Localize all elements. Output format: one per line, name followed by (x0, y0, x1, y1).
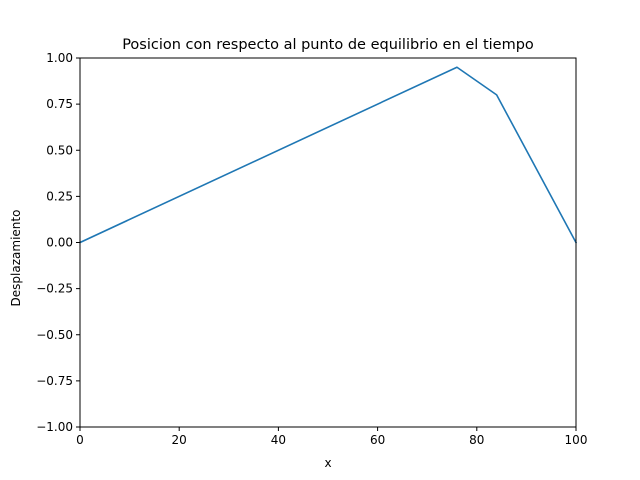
y-tick-label: −1.00 (36, 420, 73, 434)
series-line (78, 66, 578, 244)
y-tick-label: 0.75 (46, 97, 73, 111)
y-tick-label: −0.50 (36, 328, 73, 342)
x-tick-label: 20 (172, 433, 187, 447)
x-tick-label: 40 (271, 433, 286, 447)
x-tick-label: 100 (565, 433, 588, 447)
y-tick-label: 1.00 (46, 51, 73, 65)
plot-area (78, 66, 578, 244)
x-axis: 0 20 40 60 80 100 (76, 427, 587, 447)
chart-title: Posicion con respecto al punto de equili… (122, 37, 534, 53)
y-tick-label: 0.25 (46, 189, 73, 203)
x-axis-label: x (324, 456, 331, 470)
y-tick-label: 0.00 (46, 236, 73, 250)
y-axis-label: Desplazamiento (9, 210, 23, 307)
x-tick-label: 0 (76, 433, 84, 447)
y-tick-label: −0.75 (36, 374, 73, 388)
x-tick-label: 80 (469, 433, 484, 447)
y-tick-label: −0.25 (36, 282, 73, 296)
y-axis: −1.00 −0.75 −0.50 −0.25 0.00 0.25 0.50 0.75 1.00 (36, 51, 80, 434)
x-tick-label: 60 (370, 433, 385, 447)
plot-frame (79, 57, 577, 428)
y-tick-label: 0.50 (46, 143, 73, 157)
